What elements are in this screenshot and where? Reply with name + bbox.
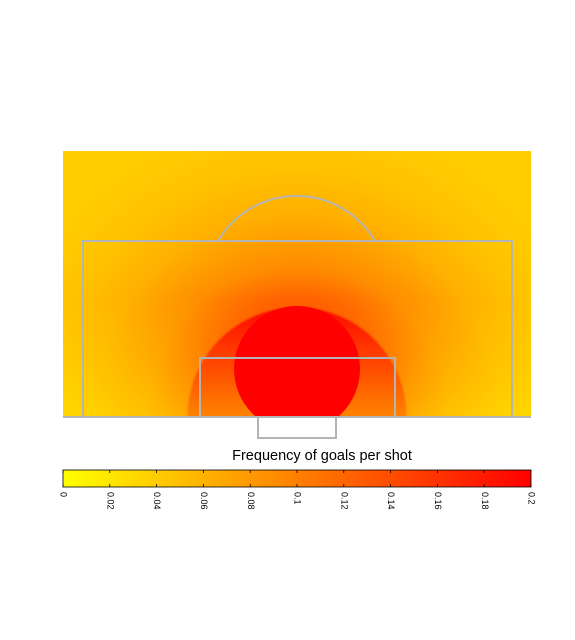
colorbar-tick-label: 0.1 xyxy=(293,492,303,505)
colorbar-tick-label: 0.16 xyxy=(433,492,443,510)
colorbar-ticks: 0 0.02 0.04 0.06 0.08 0.1 0.12 0.14 0.16 0.18 0.2 xyxy=(59,470,537,510)
penalty-arc xyxy=(217,195,376,242)
colorbar-tick-label: 0.08 xyxy=(246,492,256,510)
colorbar-tick-label: 0.02 xyxy=(105,492,115,510)
colorbar-tick-label: 0.14 xyxy=(386,492,396,510)
heatmap-peak-region xyxy=(234,306,360,417)
heatmap-field xyxy=(63,151,531,417)
colorbar-tick-label: 0.06 xyxy=(199,492,209,510)
goal-box xyxy=(257,416,337,439)
colorbar-tick-label: 0 xyxy=(59,492,69,497)
colorbar-tick-label: 0.2 xyxy=(527,492,537,505)
pitch-lines xyxy=(63,195,531,439)
colorbar-tick-label: 0.18 xyxy=(480,492,490,510)
colorbar-tick-label: 0.04 xyxy=(152,492,162,510)
colorbar-label: Frequency of goals per shot xyxy=(232,448,412,464)
colorbar-tick-label: 0.12 xyxy=(339,492,349,510)
